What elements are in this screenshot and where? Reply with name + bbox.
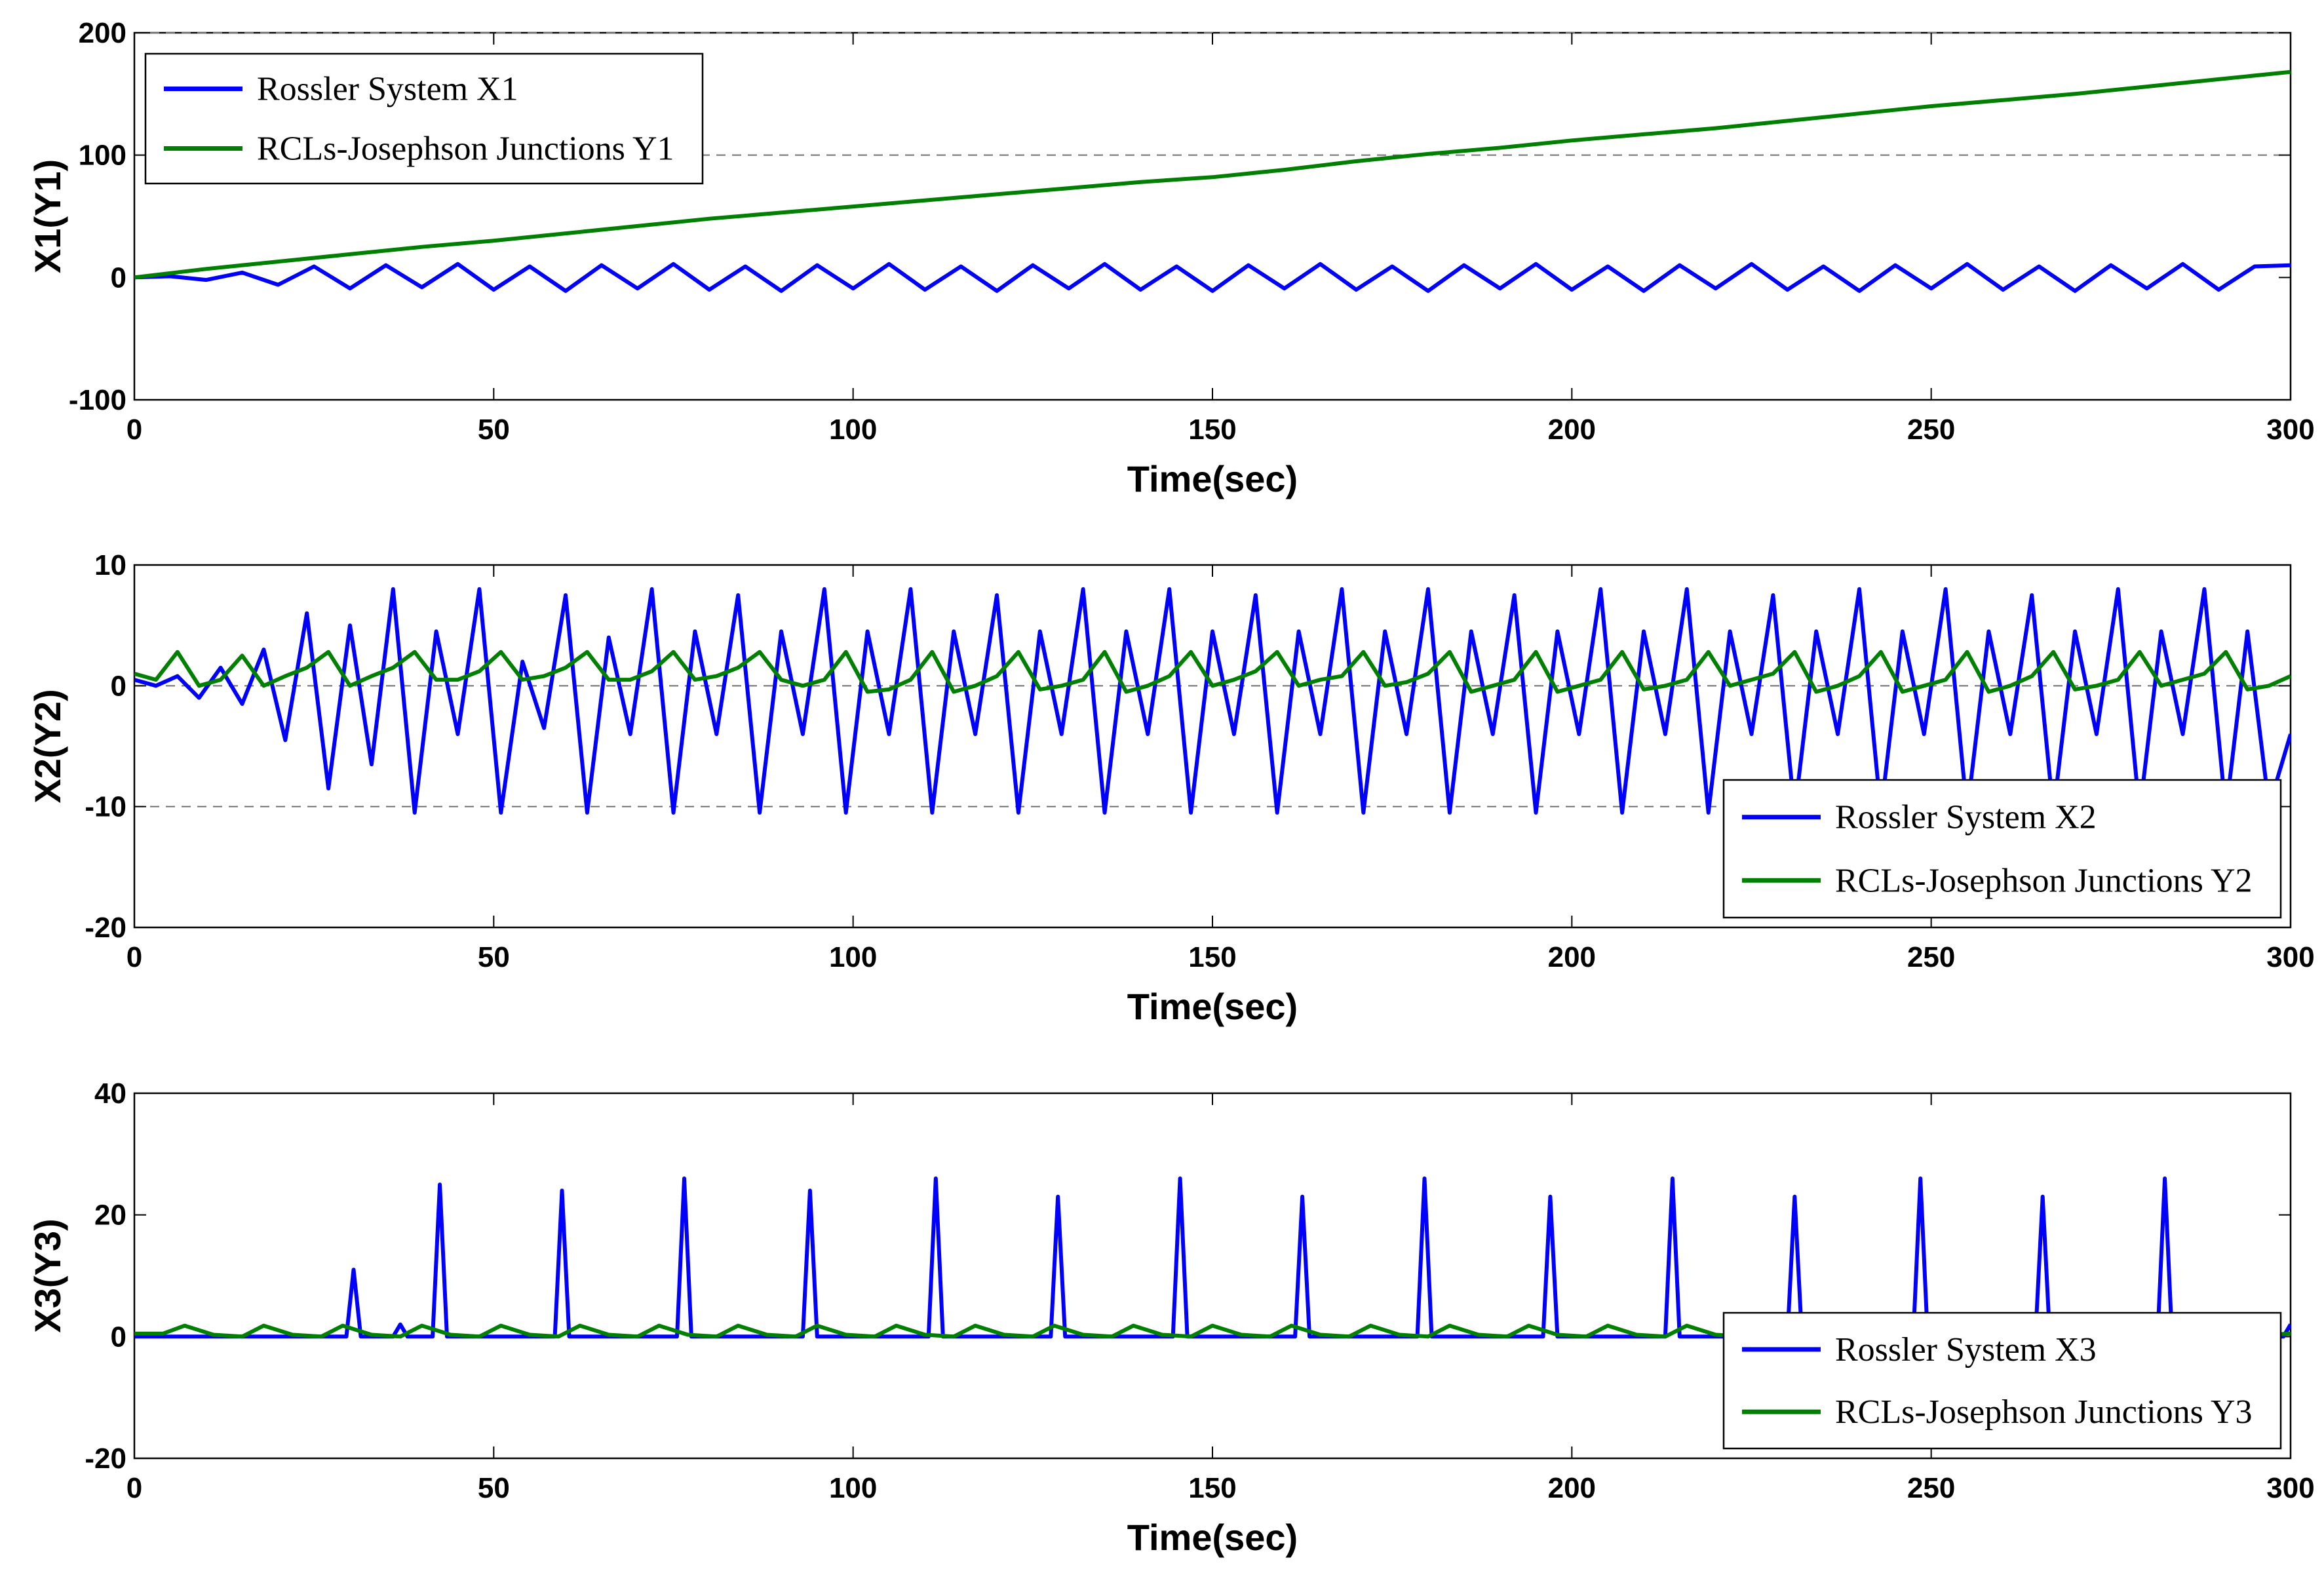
y-axis-label: X3(Y3) xyxy=(27,1218,68,1332)
chart-panel-2: 0 50 100 150 200 250 300 -20 -10 0 10 Time(sec) X2(Y… xyxy=(27,549,2315,1027)
series-group xyxy=(134,587,2291,815)
legend: Rossler System X2 RCLs-Josephson Junction… xyxy=(1722,779,2282,919)
legend-entry: Rossler System X3 xyxy=(1835,1331,2097,1369)
legend-entry: Rossler System X2 xyxy=(1835,799,2097,836)
y-tick-label: -20 xyxy=(85,1443,126,1475)
x-tick-label: 100 xyxy=(829,941,877,973)
x-tick-label: 300 xyxy=(2266,414,2314,446)
series-line-rcls-josephson-junctions-y1 xyxy=(134,69,2291,280)
chart-panel-3: 0 50 100 150 200 250 300-2002040Time(sec)X3(Y3… xyxy=(27,1078,2315,1558)
x-axis-label: Time(sec) xyxy=(1127,1517,1298,1558)
legend-box xyxy=(144,52,704,185)
legend-box xyxy=(1722,779,2282,919)
y-tick-label: 40 xyxy=(94,1078,126,1110)
legend-box xyxy=(1722,1311,2282,1450)
legend: Rossler System X3 RCLs-Josephson Junction… xyxy=(1722,1311,2282,1450)
x-axis-label: Time(sec) xyxy=(1127,458,1298,499)
y-tick-label: 0 xyxy=(111,670,126,702)
chart-panel-1: 0 50 100 150 200 250 300-1000100200Time(sec)X1… xyxy=(27,17,2315,499)
y-tick-label: -10 xyxy=(85,791,126,823)
x-tick-label: 0 xyxy=(126,1472,142,1504)
x-tick-label: 250 xyxy=(1907,1472,1955,1504)
y-axis-label: X2(Y2) xyxy=(27,689,68,803)
x-tick-label: 150 xyxy=(1188,941,1236,973)
x-tick-label: 300 xyxy=(2266,941,2314,973)
legend-entry: RCLs-Josephson Junctions Y3 xyxy=(1835,1393,2253,1431)
x-tick-label: 150 xyxy=(1188,414,1236,446)
y-tick-label: 20 xyxy=(94,1199,126,1232)
y-axis-label: X1(Y1) xyxy=(27,159,68,273)
y-tick-label: 10 xyxy=(94,549,126,581)
y-tick-label: -20 xyxy=(85,912,126,944)
y-tick-label: 200 xyxy=(79,17,126,49)
x-tick-label: 50 xyxy=(478,1472,510,1504)
x-tick-label: 200 xyxy=(1548,941,1596,973)
y-tick-label: 0 xyxy=(111,262,126,294)
legend-entry: RCLs-Josephson Junctions Y2 xyxy=(1835,862,2253,899)
x-tick-label: 300 xyxy=(2266,1472,2314,1504)
x-tick-label: 0 xyxy=(126,414,142,446)
y-tick-label: 0 xyxy=(111,1321,126,1353)
legend-entry: RCLs-Josephson Junctions Y1 xyxy=(257,130,674,168)
x-tick-label: 50 xyxy=(478,414,510,446)
series-group xyxy=(134,69,2291,293)
x-tick-label: 150 xyxy=(1188,1472,1236,1504)
y-tick-label: 100 xyxy=(79,140,126,172)
series-line-rossler-system-x3 xyxy=(134,1176,2291,1339)
x-tick-label: 250 xyxy=(1907,414,1955,446)
series-line-rossler-system-x2 xyxy=(134,587,2291,815)
y-tick-label: -100 xyxy=(69,384,126,416)
x-tick-label: 200 xyxy=(1548,414,1596,446)
series-line-rcls-josephson-junctions-y2 xyxy=(134,650,2291,694)
x-tick-label: 100 xyxy=(829,414,877,446)
x-tick-label: 0 xyxy=(126,941,142,973)
x-tick-label: 250 xyxy=(1907,941,1955,973)
x-tick-label: 50 xyxy=(478,941,510,973)
x-tick-label: 100 xyxy=(829,1472,877,1504)
x-axis-label: Time(sec) xyxy=(1127,986,1298,1027)
x-tick-label: 200 xyxy=(1548,1472,1596,1504)
legend-entry: Rossler System X1 xyxy=(257,70,518,107)
series-line-rossler-system-x1 xyxy=(134,262,2291,293)
legend: Rossler System X1 RCLs-Josephson Junction… xyxy=(144,52,704,185)
